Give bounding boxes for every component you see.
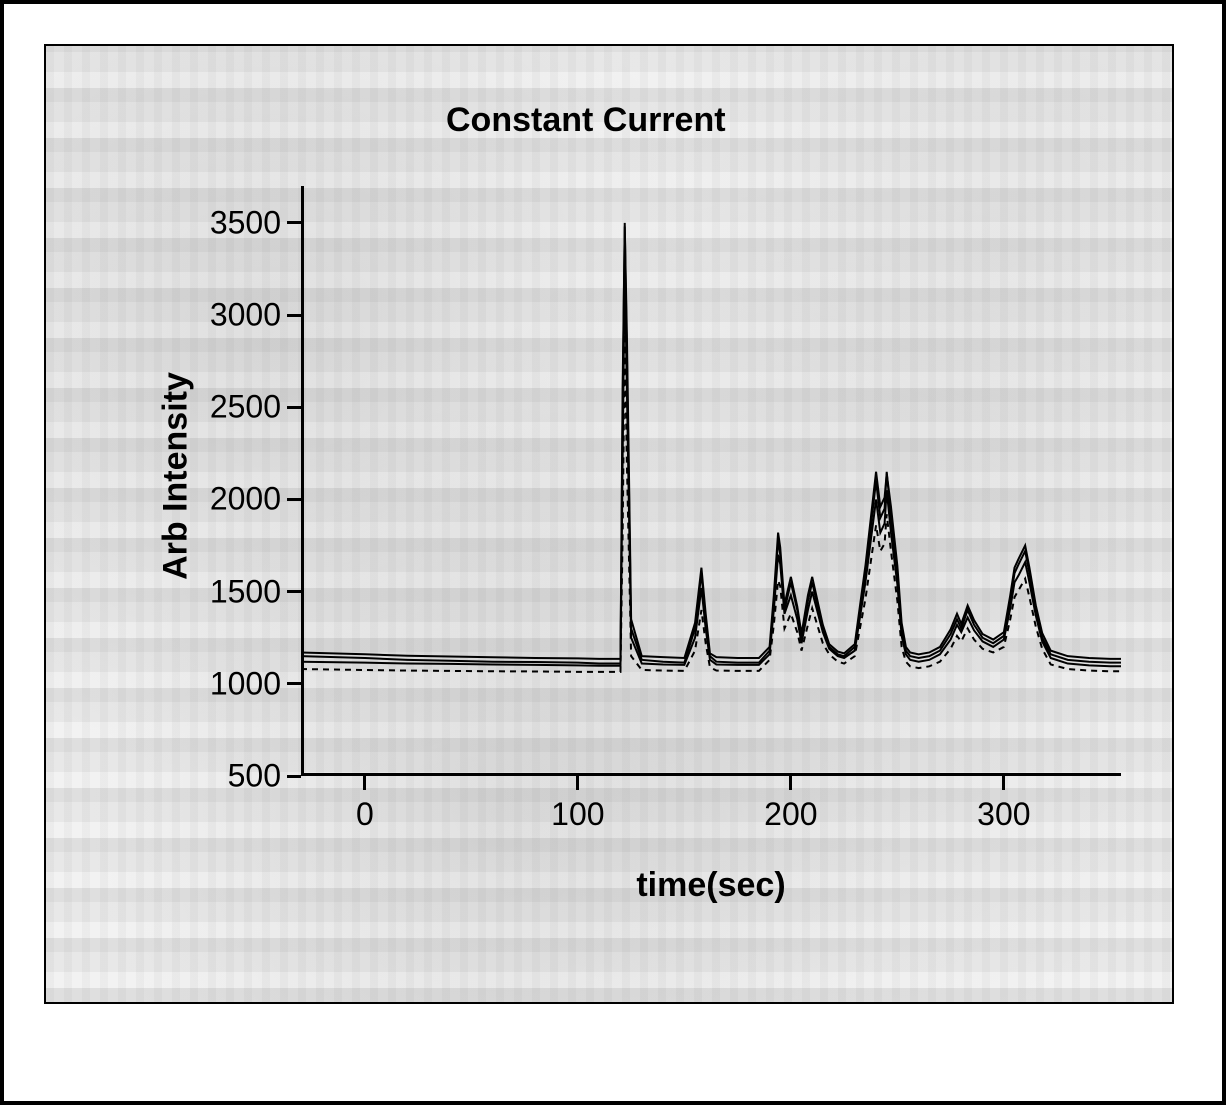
y-tick (287, 682, 301, 685)
y-tick-label: 2500 (210, 389, 281, 426)
data-traces (301, 186, 1121, 776)
y-tick (287, 498, 301, 501)
y-tick (287, 406, 301, 409)
y-tick-label: 1000 (210, 665, 281, 702)
x-tick-label: 0 (356, 796, 374, 833)
plot-area: 5001000150020002500300035000100200300 (301, 186, 1121, 776)
y-tick-label: 2000 (210, 481, 281, 518)
y-tick-label: 1500 (210, 573, 281, 610)
y-axis-label: Arb Intensity (157, 372, 196, 580)
trace-trace1 (301, 223, 1121, 664)
y-tick-label: 3000 (210, 297, 281, 334)
y-tick (287, 590, 301, 593)
trace-trace3 (301, 334, 1121, 672)
x-tick (789, 776, 792, 790)
x-tick-label: 300 (977, 796, 1030, 833)
y-tick-label: 3500 (210, 204, 281, 241)
x-tick (363, 776, 366, 790)
figure-inner-frame: Constant Current Arb Intensity 500100015… (44, 44, 1174, 1004)
trace-trace2 (301, 260, 1121, 667)
figure-outer-frame: Constant Current Arb Intensity 500100015… (0, 0, 1226, 1105)
x-tick (576, 776, 579, 790)
trace-trace4 (301, 227, 1121, 659)
y-tick (287, 221, 301, 224)
y-tick-label: 500 (228, 758, 281, 795)
y-tick (287, 314, 301, 317)
chart-title: Constant Current (446, 101, 726, 140)
x-axis-label: time(sec) (636, 866, 785, 905)
x-tick-label: 200 (764, 796, 817, 833)
y-tick (287, 775, 301, 778)
x-tick-label: 100 (551, 796, 604, 833)
x-tick (1002, 776, 1005, 790)
